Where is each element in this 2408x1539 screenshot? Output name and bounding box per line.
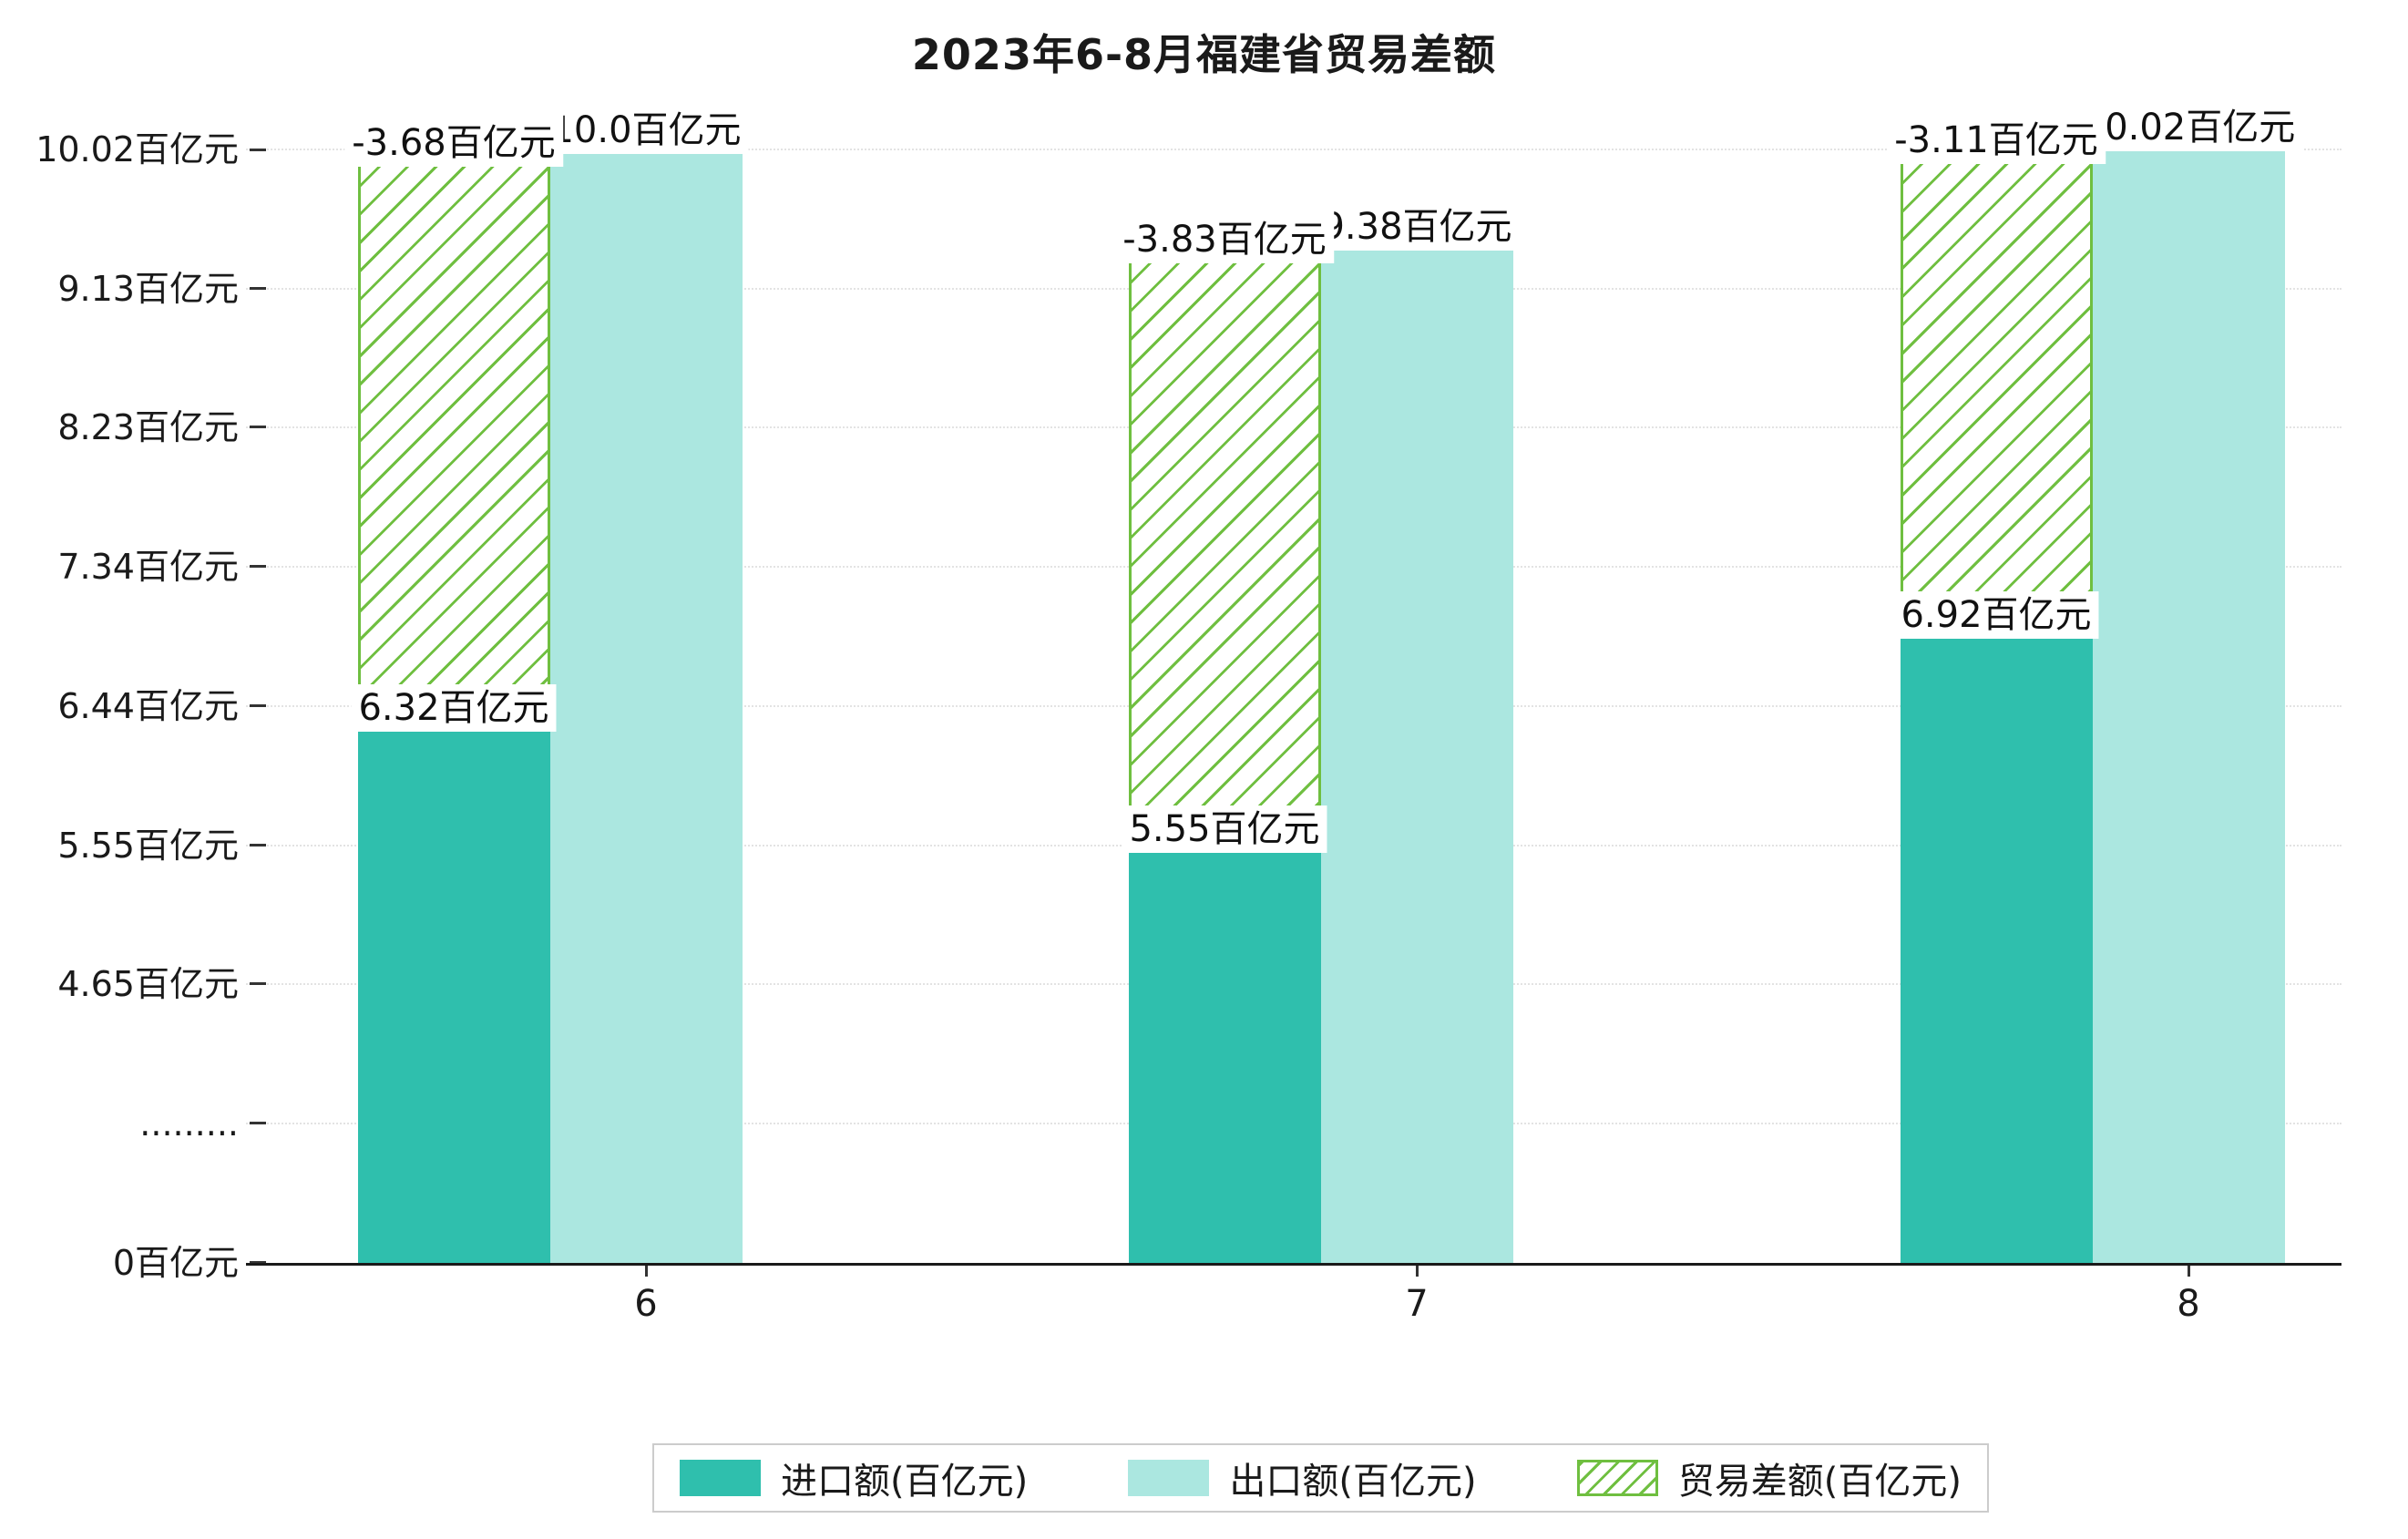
x-tick-mark <box>1416 1266 1419 1277</box>
y-tick-mark <box>250 1122 266 1124</box>
y-tick-mark <box>250 149 266 151</box>
y-tick-mark <box>250 704 266 707</box>
balance-value-label: -3.11百亿元 <box>1887 93 2106 164</box>
y-tick-mark <box>250 1261 266 1264</box>
balance-bar-month7 <box>1129 249 1321 846</box>
balance-value-label: -3.83百亿元 <box>1115 192 1334 263</box>
x-tick-label-month7: 7 <box>1405 1283 1429 1325</box>
legend-label-balance: 贸易差额(百亿元) <box>1677 1461 1962 1503</box>
export-value-label: 10.0百亿元 <box>543 107 749 154</box>
x-tick-mark <box>2188 1266 2190 1277</box>
import-bar-month8 <box>1901 631 2093 1263</box>
balance-hatch-swatch-icon <box>1576 1460 1658 1496</box>
gridline-h <box>246 149 2341 150</box>
legend-item-balance: 贸易差额(百亿元) <box>1576 1452 1962 1504</box>
export-bar-month6 <box>550 152 743 1263</box>
export-bar-month8 <box>2093 149 2285 1263</box>
import-swatch-icon <box>680 1460 761 1496</box>
y-tick-label: 5.55百亿元 <box>57 826 239 866</box>
y-tick-mark <box>250 426 266 428</box>
y-tick-mark <box>250 565 266 568</box>
y-tick-label: 7.34百亿元 <box>57 547 239 587</box>
legend-item-import: 进口额(百亿元) <box>680 1452 1028 1504</box>
import-bar-month7 <box>1129 846 1321 1263</box>
legend-label-import: 进口额(百亿元) <box>781 1461 1029 1503</box>
import-value-label: 6.32百亿元 <box>351 684 557 732</box>
legend-label-export: 出口额(百亿元) <box>1229 1461 1477 1503</box>
x-tick-label-month8: 8 <box>2177 1283 2200 1325</box>
export-swatch-icon <box>1128 1460 1210 1496</box>
export-value-label: 9.38百亿元 <box>1314 203 1520 251</box>
balance-bar-month8 <box>1901 149 2093 631</box>
y-tick-mark <box>250 982 266 985</box>
balance-bar-month6 <box>358 152 550 724</box>
import-bar-month6 <box>358 724 550 1263</box>
export-value-label: 10.02百亿元 <box>2074 104 2303 151</box>
y-tick-mark <box>250 287 266 290</box>
y-tick-label: ......... <box>139 1103 239 1144</box>
x-tick-mark <box>645 1266 648 1277</box>
export-bar-month7 <box>1321 249 1513 1263</box>
y-tick-label: 6.44百亿元 <box>57 686 239 726</box>
y-tick-label: 9.13百亿元 <box>57 269 239 309</box>
x-axis-line <box>246 1263 2341 1266</box>
x-tick-label-month6: 6 <box>634 1283 658 1325</box>
legend: 进口额(百亿元) 出口额(百亿元) 贸易差额(百亿元) <box>652 1443 1989 1513</box>
y-tick-label: 4.65百亿元 <box>57 964 239 1004</box>
y-tick-label: 10.02百亿元 <box>36 129 239 169</box>
y-tick-mark <box>250 844 266 846</box>
y-tick-label: 0百亿元 <box>112 1243 239 1283</box>
import-value-label: 5.55百亿元 <box>1122 805 1327 853</box>
import-value-label: 6.92百亿元 <box>1893 591 2099 639</box>
chart-title: 2023年6-8月福建省贸易差额 <box>911 30 1497 79</box>
balance-value-label: -3.68百亿元 <box>344 96 563 167</box>
y-tick-label: 8.23百亿元 <box>57 407 239 447</box>
legend-item-export: 出口额(百亿元) <box>1128 1452 1477 1504</box>
